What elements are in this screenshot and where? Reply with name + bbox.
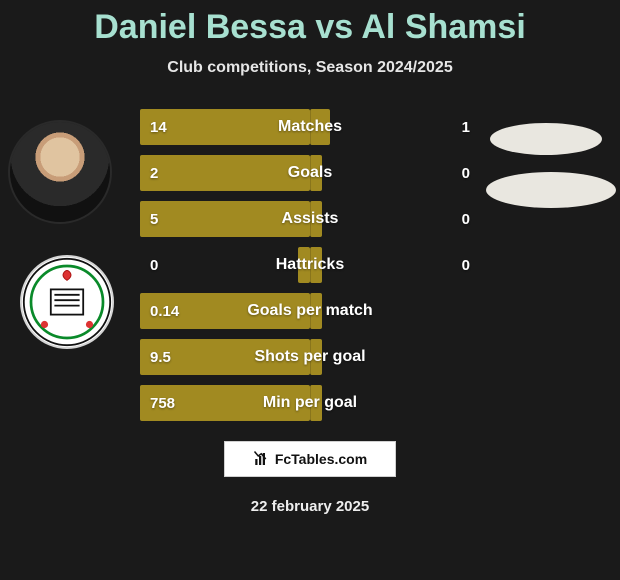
stat-row: 00Hattricks bbox=[0, 247, 620, 283]
stat-row: 758Min per goal bbox=[0, 385, 620, 421]
stat-label: Goals per match bbox=[140, 293, 480, 329]
subtitle: Club competitions, Season 2024/2025 bbox=[0, 59, 620, 77]
stat-label: Matches bbox=[140, 109, 480, 145]
stat-bar: 20Goals bbox=[140, 155, 480, 191]
stat-row: 50Assists bbox=[0, 201, 620, 237]
stat-bar: 9.5Shots per goal bbox=[140, 339, 480, 375]
chart-icon bbox=[253, 450, 271, 468]
stat-row: 20Goals bbox=[0, 155, 620, 191]
stat-bar: 50Assists bbox=[140, 201, 480, 237]
stat-label: Hattricks bbox=[140, 247, 480, 283]
page-title: Daniel Bessa vs Al Shamsi bbox=[0, 0, 620, 47]
stat-bar: 141Matches bbox=[140, 109, 480, 145]
stat-bar: 00Hattricks bbox=[140, 247, 480, 283]
stat-label: Shots per goal bbox=[140, 339, 480, 375]
logo-text: FcTables.com bbox=[275, 451, 367, 467]
fctables-logo[interactable]: FcTables.com bbox=[224, 441, 396, 477]
stat-row: 141Matches bbox=[0, 109, 620, 145]
title-player2: Al Shamsi bbox=[361, 8, 525, 46]
title-player1: Daniel Bessa bbox=[94, 8, 306, 46]
date-label: 22 february 2025 bbox=[0, 498, 620, 515]
stat-bar: 758Min per goal bbox=[140, 385, 480, 421]
stat-label: Assists bbox=[140, 201, 480, 237]
stat-label: Goals bbox=[140, 155, 480, 191]
stat-row: 0.14Goals per match bbox=[0, 293, 620, 329]
title-vs: vs bbox=[315, 8, 353, 46]
stat-row: 9.5Shots per goal bbox=[0, 339, 620, 375]
stat-label: Min per goal bbox=[140, 385, 480, 421]
stats-rows: 141Matches 20Goals 50Assists 00Hattricks 0.1… bbox=[0, 109, 620, 421]
stat-bar: 0.14Goals per match bbox=[140, 293, 480, 329]
